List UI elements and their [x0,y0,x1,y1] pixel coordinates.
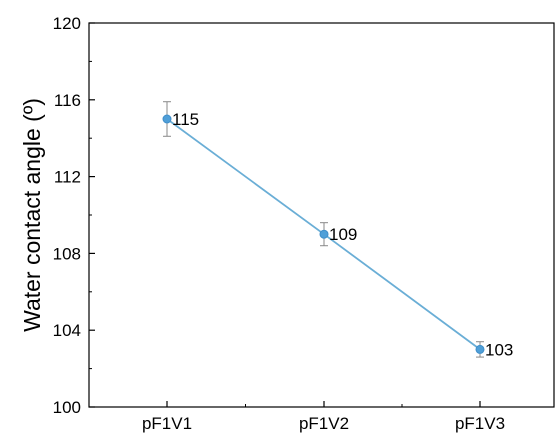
x-tick-label: pF1V2 [299,414,349,433]
y-tick-label: 108 [53,244,81,263]
data-label: 103 [485,340,513,359]
data-label: 115 [172,110,199,129]
series-layer [162,101,485,358]
y-tick-label: 104 [53,321,81,340]
data-label: 109 [329,225,357,244]
data-point [475,344,485,354]
y-tick-label: 120 [53,14,81,33]
x-axis: pF1V1 pF1V2 pF1V3 [142,401,505,433]
y-axis-title: Water contact angle (º) [19,98,45,332]
data-point [162,114,172,124]
x-tick-label: pF1V1 [142,414,192,433]
data-labels: 115 109 103 [172,110,513,359]
y-axis: 100 104 108 112 116 120 [53,14,95,417]
y-tick-label: 116 [54,91,81,110]
y-tick-label: 112 [54,168,81,187]
data-point [319,229,329,239]
x-tick-label: pF1V3 [455,414,505,433]
y-tick-label: 100 [53,398,81,417]
